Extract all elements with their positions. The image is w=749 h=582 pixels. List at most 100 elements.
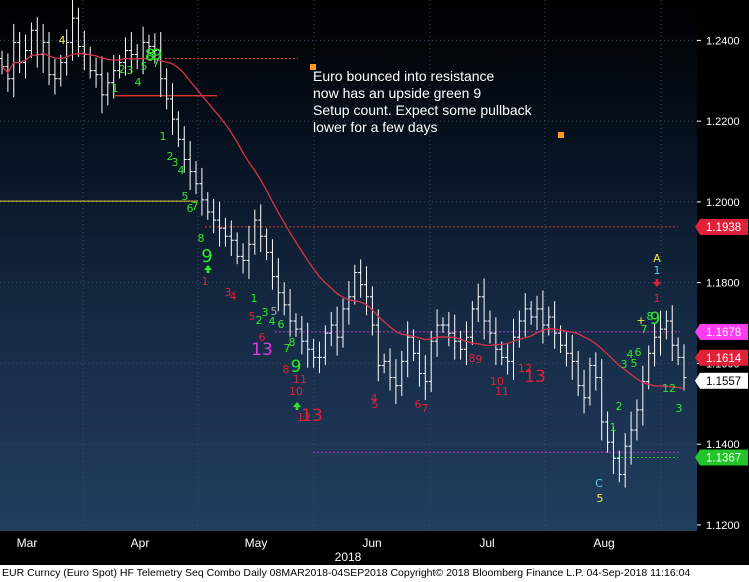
ohlc-bar [252, 209, 258, 255]
ohlc-bar [128, 32, 134, 73]
ohlc-bar [258, 204, 264, 252]
ohlc-bar [222, 217, 228, 247]
ohlc-bar [505, 344, 511, 375]
ohlc-bar [305, 322, 311, 368]
td-count-label: 4 [230, 290, 237, 303]
td-count-label: 5 [249, 310, 256, 323]
ohlc-bar [205, 192, 211, 220]
td-count-label: 5 [597, 492, 604, 505]
ohlc-bar [217, 201, 223, 247]
price-tag: 1.1367 [695, 449, 748, 466]
td-count-label: 5 [182, 190, 189, 203]
td-count-label: 11 [293, 373, 307, 386]
td-count-label: 4 [178, 164, 185, 177]
footer-text: EUR Curncy (Euro Spot) HF Telemetry Seq … [2, 567, 691, 579]
ohlc-bar [281, 282, 287, 316]
ohlc-bar [193, 161, 199, 195]
ohlc-bar [64, 29, 70, 76]
td-count-label: 4 [59, 34, 66, 47]
ohlc-bar [234, 232, 240, 265]
ohlc-bar [105, 72, 111, 106]
ohlc-bar [399, 350, 405, 397]
ohlc-bar [75, 7, 81, 57]
td-count-label: 1 [160, 130, 167, 143]
td-count-label: + [636, 314, 645, 327]
ohlc-bars [0, 0, 687, 488]
price-tag-box [700, 449, 748, 466]
green-up-arrow [293, 402, 301, 410]
y-tick-label: 1.1200 [706, 520, 740, 532]
td-count-label: 8 [647, 310, 654, 323]
ohlc-bar [569, 334, 575, 380]
moving-average-line [1, 52, 685, 390]
ohlc-bar [675, 337, 681, 366]
ohlc-bar [428, 330, 434, 393]
ohlc-bar [481, 278, 487, 340]
td-count-label: 8 [283, 363, 290, 376]
td-count-label: 9 [152, 45, 162, 64]
ohlc-bar [99, 56, 105, 114]
td-count-label: 3 [172, 156, 179, 169]
price-tag-label: 1.1367 [706, 453, 741, 465]
td-count-label: 11 [495, 385, 509, 398]
ohlc-bar [440, 317, 446, 333]
ohlc-bar [146, 34, 152, 55]
td-count-label: 8 [198, 232, 205, 245]
price-tag-box [700, 323, 748, 340]
td-count-label: 7 [153, 57, 160, 70]
td-count-label: 2 [256, 314, 263, 327]
td-count-label: 9 [650, 309, 661, 329]
ohlc-bar [287, 289, 293, 337]
td-count-label: 13 [301, 406, 323, 426]
td-count-label: 9 [476, 353, 483, 366]
td-count-label: 2 [167, 150, 174, 163]
footer-bar: EUR Curncy (Euro Spot) HF Telemetry Seq … [0, 565, 749, 582]
ohlc-bar [405, 321, 411, 378]
td-count-label: 1 [202, 275, 209, 288]
ohlc-bar [522, 293, 528, 337]
price-tag: 1.1557 [695, 372, 748, 389]
plot-background [0, 0, 697, 531]
td-count-label: 5 [271, 305, 278, 318]
ohlc-bar [599, 359, 605, 441]
ohlc-bar [487, 310, 493, 344]
x-tick-label: Mar [17, 536, 38, 550]
td-count-label: 9 [291, 357, 302, 377]
td-count-label: 8 [145, 45, 155, 64]
ohlc-bar [122, 37, 128, 76]
ohlc-bar [475, 283, 481, 323]
ohlc-bar [211, 198, 217, 234]
td-count-label: 1 [654, 292, 661, 305]
ohlc-bar [516, 310, 522, 348]
ohlc-bar [411, 329, 417, 362]
orange-square [310, 64, 316, 70]
ohlc-bar [111, 54, 117, 99]
td-count-label: 2 [616, 400, 623, 413]
price-tag-label: 1.1557 [706, 376, 741, 388]
x-axis: Mar Apr May Jun Jul Aug 2018 [17, 536, 615, 564]
td-count-label: 7 [422, 402, 429, 415]
ohlc-bar [316, 341, 322, 374]
ohlc-bar [228, 220, 234, 257]
price-tag-pointer [695, 349, 700, 366]
ohlc-bar [511, 318, 516, 380]
price-tag-box [700, 349, 748, 366]
x-year-label: 2018 [335, 550, 362, 564]
ohlc-bar [58, 54, 64, 87]
price-tag-box [700, 372, 748, 389]
td-count-label: 6 [415, 398, 422, 411]
ohlc-bar [346, 281, 352, 325]
ohlc-bar [275, 258, 281, 312]
td-count-label: 8 [289, 336, 296, 349]
td-count-label: 3 [225, 286, 232, 299]
ohlc-bar [646, 345, 652, 390]
x-tick-label: Aug [593, 536, 614, 550]
td-count-label: 1 [654, 264, 661, 277]
ohlc-bar [422, 355, 428, 401]
ohlc-bar [269, 239, 275, 290]
td-count-label: 3 [676, 402, 683, 415]
price-tag: 1.1614 [695, 349, 748, 366]
price-tag-label: 1.1938 [706, 222, 741, 234]
td-count-label: A [653, 252, 661, 265]
